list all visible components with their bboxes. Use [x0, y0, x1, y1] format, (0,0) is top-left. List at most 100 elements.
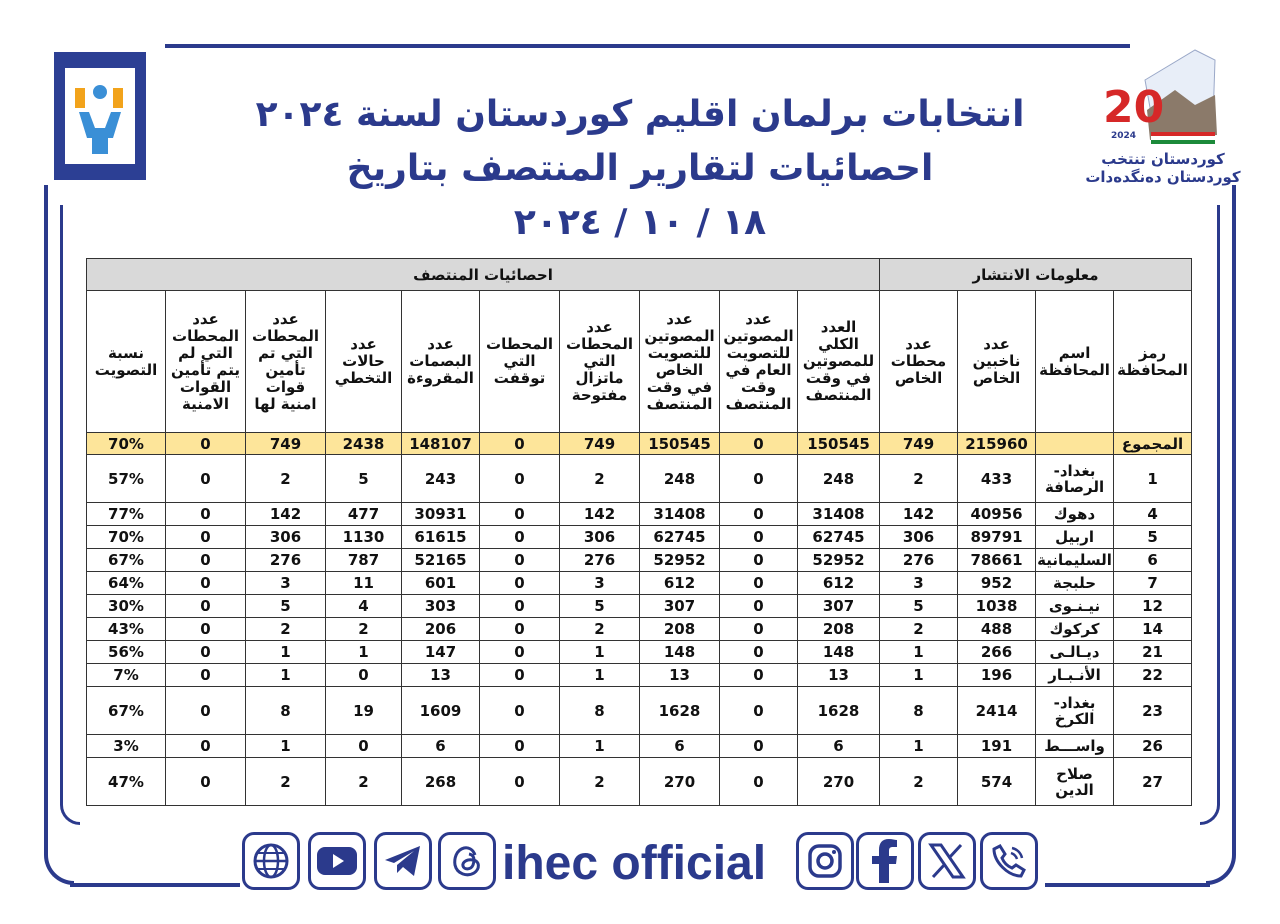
table-row: 23 بغداد-الكرخ 2414 8 1628 0 1628 8 0 1609 19 8 0 67%: [86, 686, 1193, 735]
table-cell: 89791: [957, 525, 1037, 549]
total-row: المجموع 215960 749 150545 0 150545 749 0 148107 2…: [86, 432, 1193, 455]
total-cell: 148107: [401, 432, 480, 455]
frame-left-inner-border: [60, 205, 80, 825]
threads-icon[interactable]: [438, 832, 496, 890]
table-cell: 2: [325, 757, 402, 806]
column-header: عدد المصوتين للتصويت العام في وقت المنتص…: [719, 290, 798, 433]
telegram-icon[interactable]: [374, 832, 432, 890]
table-cell: 1130: [325, 525, 402, 549]
svg-text:كوردستان دەنگدەدات: كوردستان دەنگدەدات: [1085, 168, 1241, 186]
table-row: 21 ديـالـى 266 1 148 0 148 1 0 147 1 1 0 56%: [86, 640, 1193, 664]
total-cell: 749: [245, 432, 326, 455]
table-cell: 0: [479, 594, 560, 618]
table-cell: 7%: [86, 663, 166, 687]
table-cell: 147: [401, 640, 480, 664]
table-cell: 0: [479, 525, 560, 549]
page-title-block: انتخابات برلمان اقليم كوردستان لسنة ٢٠٢٤…: [200, 88, 1080, 250]
facebook-icon[interactable]: [856, 832, 914, 890]
table-cell: 142: [878, 502, 959, 526]
table-cell: 0: [165, 548, 246, 572]
table-cell: 2: [559, 454, 640, 503]
table-cell: 5: [878, 594, 959, 618]
table-cell: 1: [559, 663, 640, 687]
phone-icon[interactable]: [980, 832, 1038, 890]
table-cell: 2: [245, 757, 326, 806]
governorate-name-cell: صلاح الدين: [1035, 757, 1115, 806]
table-cell: 1609: [401, 686, 480, 735]
table-cell: 62745: [797, 525, 880, 549]
table-cell: 0: [165, 594, 246, 618]
governorate-name-cell: بغداد- الرصافة: [1035, 454, 1115, 503]
table-cell: 1628: [639, 686, 720, 735]
table-cell: 0: [719, 525, 798, 549]
x-icon[interactable]: [918, 832, 976, 890]
table-cell: 787: [325, 548, 402, 572]
column-header: عدد المصوتين للتصويت الخاص في وقت المنتص…: [639, 290, 720, 433]
total-cell: 150545: [797, 432, 880, 455]
table-row: 27 صلاح الدين 574 2 270 0 270 2 0 268 2 2 0 47%: [86, 757, 1193, 806]
table-cell: 52952: [797, 548, 880, 572]
table-cell: 0: [719, 757, 798, 806]
table-cell: 306: [245, 525, 326, 549]
table-cell: 2: [245, 617, 326, 641]
svg-text:20: 20: [1103, 82, 1164, 133]
table-cell: 612: [639, 571, 720, 595]
column-header: عدد المحطات التي تم تأمين قوات امنية لها: [245, 290, 326, 433]
table-cell: 1: [245, 663, 326, 687]
total-cell: 215960: [957, 432, 1037, 455]
table-cell: 2: [559, 617, 640, 641]
social-footer: ihec official: [240, 832, 1040, 894]
table-cell: 0: [479, 640, 560, 664]
column-header: العدد الكلي للمصوتين في وقت المنتصف: [797, 290, 880, 433]
table-cell: 0: [165, 454, 246, 503]
table-cell: 952: [957, 571, 1037, 595]
table-cell: 0: [479, 454, 560, 503]
table-cell: 4: [1113, 502, 1193, 526]
table-cell: 433: [957, 454, 1037, 503]
table-cell: 276: [245, 548, 326, 572]
table-cell: 3: [878, 571, 959, 595]
total-cell: 70%: [86, 432, 166, 455]
globe-icon[interactable]: [242, 832, 300, 890]
instagram-icon[interactable]: [796, 832, 854, 890]
table-cell: 27: [1113, 757, 1193, 806]
table-cell: 8: [245, 686, 326, 735]
table-cell: 6: [797, 734, 880, 758]
table-cell: 248: [639, 454, 720, 503]
table-cell: 78661: [957, 548, 1037, 572]
column-header: عدد البصمات المقروءة: [401, 290, 480, 433]
group-header-spread: معلومات الانتشار: [878, 258, 1193, 291]
column-header: نسبة التصويت: [86, 290, 166, 433]
table-cell: 77%: [86, 502, 166, 526]
table-cell: 14: [1113, 617, 1193, 641]
governorate-name-cell: حلبجة: [1035, 571, 1115, 595]
table-cell: 142: [559, 502, 640, 526]
table-cell: 0: [719, 686, 798, 735]
table-cell: 268: [401, 757, 480, 806]
table-cell: 0: [165, 663, 246, 687]
table-cell: 40956: [957, 502, 1037, 526]
frame-right-inner-border: [1200, 205, 1220, 825]
table-cell: 7: [1113, 571, 1193, 595]
governorate-name-cell: بغداد-الكرخ: [1035, 686, 1115, 735]
table-cell: 0: [719, 734, 798, 758]
ihec-logo-icon: [65, 68, 135, 164]
table-cell: 1: [878, 663, 959, 687]
table-cell: 601: [401, 571, 480, 595]
youtube-icon[interactable]: [308, 832, 366, 890]
table-cell: 0: [165, 502, 246, 526]
total-cell: 0: [479, 432, 560, 455]
report-date: ١٨ / ١٠ / ٢٠٢٤: [513, 202, 767, 243]
table-cell: 3%: [86, 734, 166, 758]
page-subtitle: احصائيات لتقارير المنتصف بتاريخ: [346, 148, 934, 189]
table-cell: 206: [401, 617, 480, 641]
table-cell: 0: [719, 454, 798, 503]
table-cell: 612: [797, 571, 880, 595]
table-cell: 67%: [86, 548, 166, 572]
table-cell: 23: [1113, 686, 1193, 735]
kurdistan-elections-logo: 20 2024 كوردستان تنتخب كوردستان دەنگدەدا…: [1085, 40, 1245, 190]
governorate-name-cell: نيـنـوى: [1035, 594, 1115, 618]
table-cell: 1038: [957, 594, 1037, 618]
table-cell: 0: [325, 734, 402, 758]
column-header: عدد محطات الخاص: [878, 290, 959, 433]
